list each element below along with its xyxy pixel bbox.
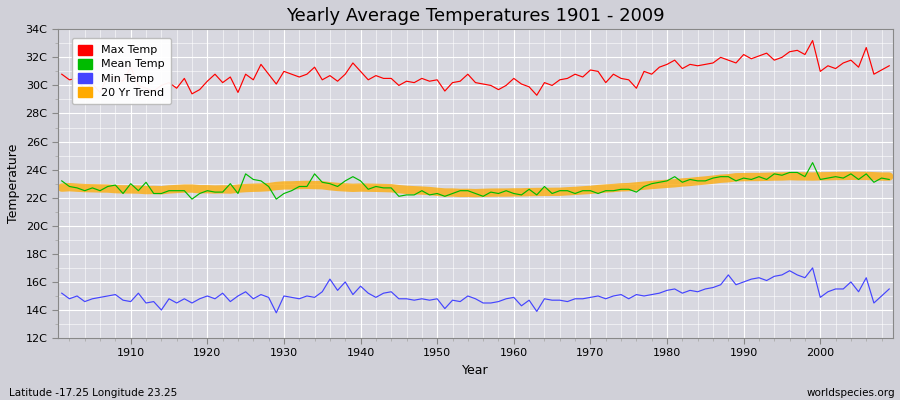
Legend: Max Temp, Mean Temp, Min Temp, 20 Yr Trend: Max Temp, Mean Temp, Min Temp, 20 Yr Tre… <box>72 38 171 104</box>
Text: Latitude -17.25 Longitude 23.25: Latitude -17.25 Longitude 23.25 <box>9 388 177 398</box>
Title: Yearly Average Temperatures 1901 - 2009: Yearly Average Temperatures 1901 - 2009 <box>286 7 665 25</box>
Text: worldspecies.org: worldspecies.org <box>807 388 896 398</box>
X-axis label: Year: Year <box>463 364 489 377</box>
Y-axis label: Temperature: Temperature <box>7 144 20 223</box>
